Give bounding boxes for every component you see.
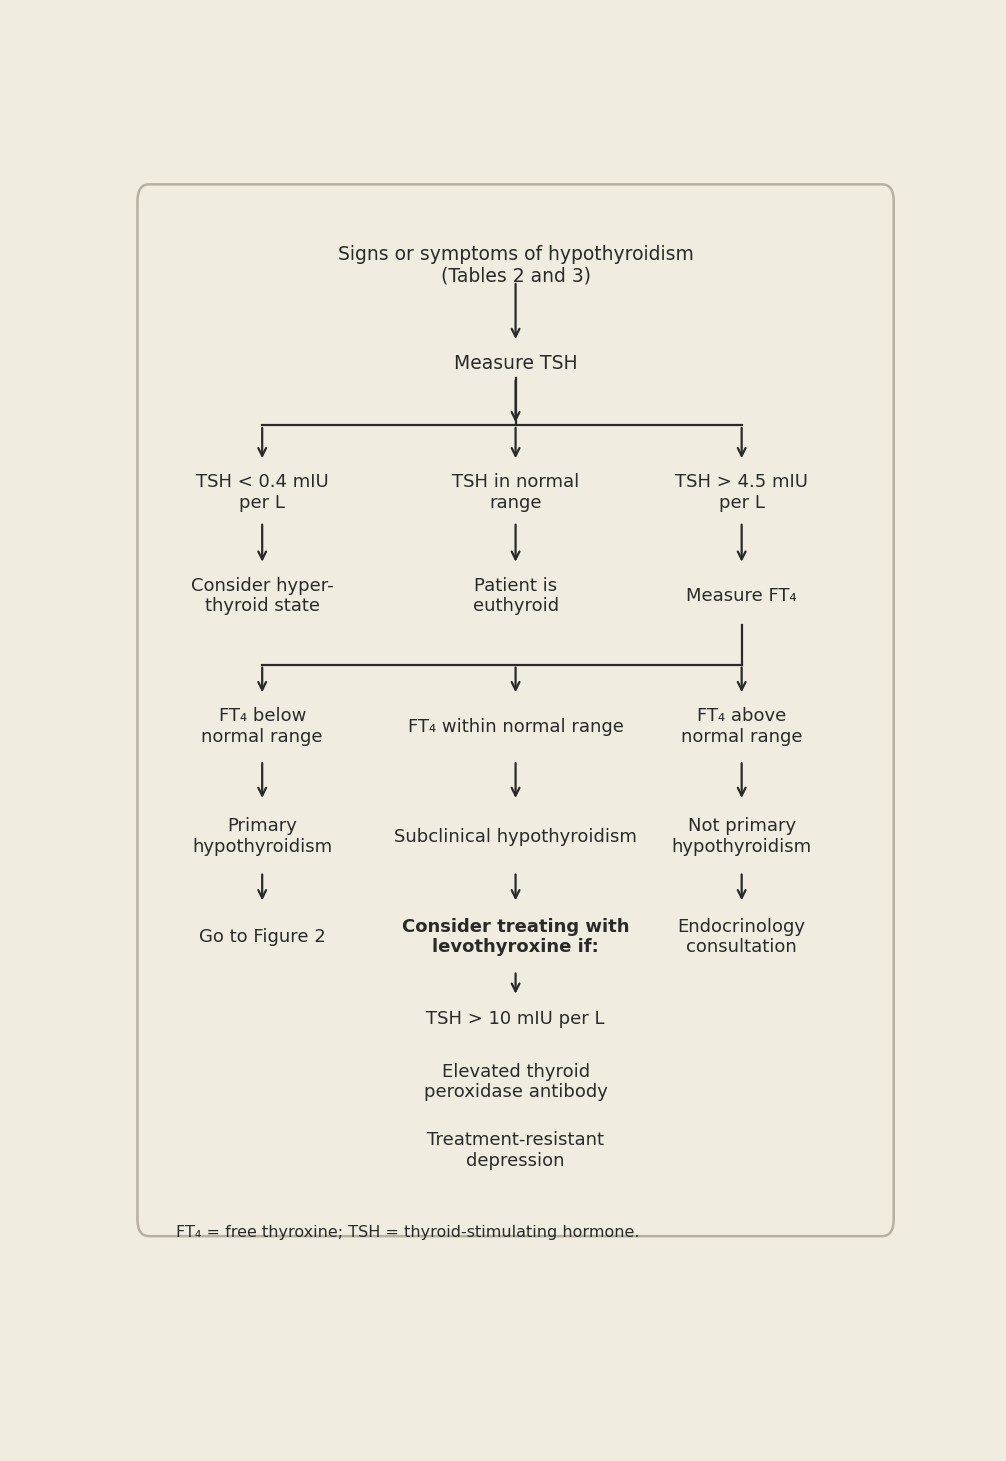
Text: TSH > 10 mIU per L: TSH > 10 mIU per L — [427, 1010, 605, 1029]
Text: FT₄ above
normal range: FT₄ above normal range — [681, 707, 803, 747]
Text: Measure FT₄: Measure FT₄ — [686, 587, 797, 605]
Text: Consider hyper-
thyroid state: Consider hyper- thyroid state — [191, 577, 334, 615]
Text: Go to Figure 2: Go to Figure 2 — [199, 928, 326, 945]
Text: Treatment-resistant
depression: Treatment-resistant depression — [428, 1131, 604, 1170]
Text: TSH in normal
range: TSH in normal range — [452, 473, 579, 511]
Text: Primary
hypothyroidism: Primary hypothyroidism — [192, 817, 332, 856]
Text: TSH < 0.4 mIU
per L: TSH < 0.4 mIU per L — [196, 473, 329, 511]
Text: Measure TSH: Measure TSH — [454, 354, 577, 373]
Text: Subclinical hypothyroidism: Subclinical hypothyroidism — [394, 828, 637, 846]
Text: Signs or symptoms of hypothyroidism
(Tables 2 and 3): Signs or symptoms of hypothyroidism (Tab… — [338, 245, 693, 286]
Text: TSH > 4.5 mIU
per L: TSH > 4.5 mIU per L — [675, 473, 808, 511]
Text: Patient is
euthyroid: Patient is euthyroid — [473, 577, 558, 615]
Text: FT₄ = free thyroxine; TSH = thyroid-stimulating hormone.: FT₄ = free thyroxine; TSH = thyroid-stim… — [176, 1226, 640, 1240]
Text: FT₄ within normal range: FT₄ within normal range — [407, 717, 624, 735]
Text: Not primary
hypothyroidism: Not primary hypothyroidism — [672, 817, 812, 856]
Text: Consider treating with
levothyroxine if:: Consider treating with levothyroxine if: — [401, 918, 630, 957]
Text: Elevated thyroid
peroxidase antibody: Elevated thyroid peroxidase antibody — [424, 1062, 608, 1102]
Text: FT₄ below
normal range: FT₄ below normal range — [201, 707, 323, 747]
Text: Endocrinology
consultation: Endocrinology consultation — [678, 918, 806, 957]
